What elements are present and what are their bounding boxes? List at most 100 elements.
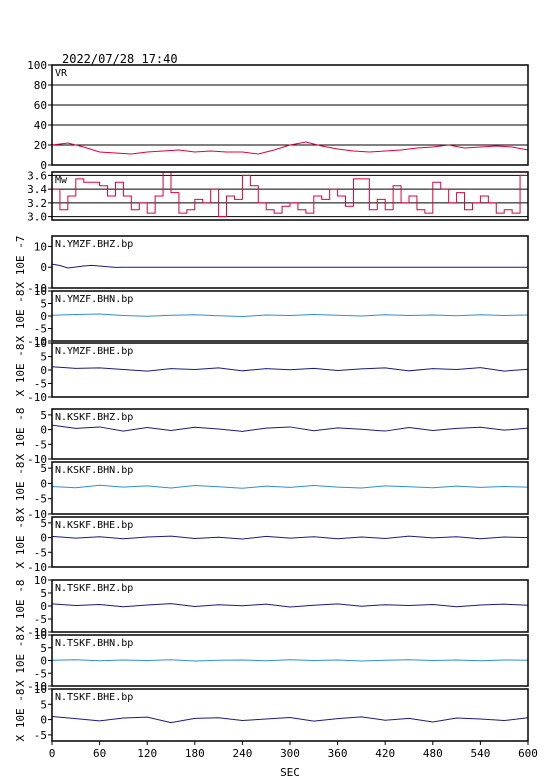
x-tick-label: 120 xyxy=(137,747,157,760)
y-tick-label: 20 xyxy=(34,139,47,152)
x-tick-label: 360 xyxy=(328,747,348,760)
y-unit-label: X 10E -8 xyxy=(14,516,27,569)
panel-label: N.YMZF.BHN.bp xyxy=(55,294,133,305)
series-line-N.YMZF.BHZ.bp xyxy=(51,263,528,269)
y-tick-label: 100 xyxy=(27,59,47,72)
y-tick-label: -10 xyxy=(27,391,47,404)
y-tick-label: 10 xyxy=(34,683,47,696)
panel-frame xyxy=(51,171,529,221)
y-tick-label: 0 xyxy=(40,310,47,323)
y-tick-label: -5 xyxy=(34,438,47,451)
y-tick-label: -5 xyxy=(34,546,47,559)
panel-frame xyxy=(51,235,529,289)
panel-6: -10 -5 0 5 N.KSKF.BHN.bp X 10E -8 xyxy=(14,461,529,521)
x-axis: 0 60 120 180 240 300 360 420 480 540 600 xyxy=(49,741,538,760)
y-tick-label: 10 xyxy=(34,285,47,298)
series-line-N.TSKF.BHZ.bp xyxy=(51,603,529,608)
y-tick-label: 3.2 xyxy=(27,197,47,210)
panel-label: N.TSKF.BHZ.bp xyxy=(55,583,133,594)
y-tick-label: 3.6 xyxy=(27,169,47,182)
y-tick-label: 10 xyxy=(34,629,47,642)
y-tick-label: -10 xyxy=(27,453,47,466)
panel-label: N.TSKF.BHE.bp xyxy=(55,692,133,703)
y-unit-label: X 10E -8 xyxy=(14,462,27,515)
series-line-VR xyxy=(51,141,529,155)
x-tick-label: 60 xyxy=(93,747,106,760)
series-line-N.YMZF.BHE.bp xyxy=(51,366,529,372)
y-tick-label: -5 xyxy=(34,493,47,506)
panel-7: -10 -50 5 N.KSKF.BHE.bp X 10E -8 xyxy=(14,516,529,574)
y-tick-label: -5 xyxy=(34,378,47,391)
y-tick-label: 10 xyxy=(34,574,47,587)
y-tick-label: 5 xyxy=(40,587,47,600)
y-tick-label: 80 xyxy=(34,79,47,92)
y-tick-label: 0 xyxy=(40,655,47,668)
y-tick-label: 0 xyxy=(40,600,47,613)
panel-0: 0 20 40 60 80 100 VR xyxy=(27,59,529,172)
y-tick-label: -5 xyxy=(34,729,47,742)
series-line-N.TSKF.BHN.bp xyxy=(51,659,529,662)
y-tick-label: 0 xyxy=(40,477,47,490)
panel-frame xyxy=(51,64,529,166)
y-tick-label: -10 xyxy=(27,680,47,693)
y-tick-label: 5 xyxy=(40,351,47,364)
x-tick-label: 540 xyxy=(470,747,490,760)
x-tick-label: 0 xyxy=(49,747,56,760)
y-tick-label: 0 xyxy=(40,424,47,437)
y-tick-label: 5 xyxy=(40,298,47,311)
x-tick-label: 600 xyxy=(518,747,538,760)
y-tick-label: -10 xyxy=(27,626,47,639)
y-tick-label: -10 xyxy=(27,282,47,295)
y-tick-label: 10 xyxy=(34,240,47,253)
y-tick-label: 0 xyxy=(40,714,47,727)
panel-frame xyxy=(51,516,529,568)
y-tick-label: -10 xyxy=(27,561,47,574)
timestamp-label: 2022/07/28 17:40 xyxy=(62,52,178,66)
panel-5: -10 -50 5 N.KSKF.BHZ.bp X 10E -8 xyxy=(14,408,529,466)
y-tick-label: -5 xyxy=(34,667,47,680)
series-line-N.KSKF.BHZ.bp xyxy=(51,424,529,432)
y-tick-label: 5 xyxy=(40,409,47,422)
y-tick-label: -5 xyxy=(34,323,47,336)
y-tick-label: -5 xyxy=(34,613,47,626)
y-tick-label: 40 xyxy=(34,119,47,132)
panel-frame xyxy=(51,461,529,515)
y-unit-label: X 10E -8 xyxy=(14,290,27,343)
y-tick-label: 0 xyxy=(40,532,47,545)
panel-label: Mw xyxy=(55,175,68,186)
panel-label: N.KSKF.BHN.bp xyxy=(55,465,133,476)
panel-label: N.YMZF.BHZ.bp xyxy=(55,239,133,250)
panel-frame xyxy=(51,408,529,460)
series-line-N.KSKF.BHN.bp xyxy=(51,484,529,489)
panel-label: N.YMZF.BHE.bp xyxy=(55,346,133,357)
series-line-N.YMZF.BHN.bp xyxy=(51,313,529,318)
y-tick-label: 0 xyxy=(40,364,47,377)
y-unit-label: X 10E -7 xyxy=(14,236,27,289)
y-unit-label: X 10E -8 xyxy=(14,408,27,461)
y-tick-label: 5 xyxy=(40,642,47,655)
x-tick-label: 240 xyxy=(232,747,252,760)
y-tick-label: 0 xyxy=(40,159,47,172)
panel-label: N.KSKF.BHE.bp xyxy=(55,520,133,531)
y-tick-label: 3.4 xyxy=(27,183,47,196)
x-axis-label: SEC xyxy=(280,766,300,779)
y-tick-label: 5 xyxy=(40,462,47,475)
y-unit-label: X 10E -8 xyxy=(14,689,27,742)
panel-10: -5 0 5 10 N.TSKF.BHE.bp X 10E -8 xyxy=(14,683,529,742)
series-line-Mw xyxy=(52,171,529,218)
panel-1: 3.03.23.43.6 Mw xyxy=(27,169,529,224)
y-tick-label: 5 xyxy=(40,698,47,711)
y-tick-label: 10 xyxy=(34,337,47,350)
panel-label: N.KSKF.BHZ.bp xyxy=(55,412,133,423)
panel-label: N.TSKF.BHN.bp xyxy=(55,638,133,649)
y-tick-label: 5 xyxy=(40,517,47,530)
y-tick-label: 60 xyxy=(34,99,47,112)
x-tick-label: 300 xyxy=(280,747,300,760)
y-tick-label: 3.0 xyxy=(27,211,47,224)
